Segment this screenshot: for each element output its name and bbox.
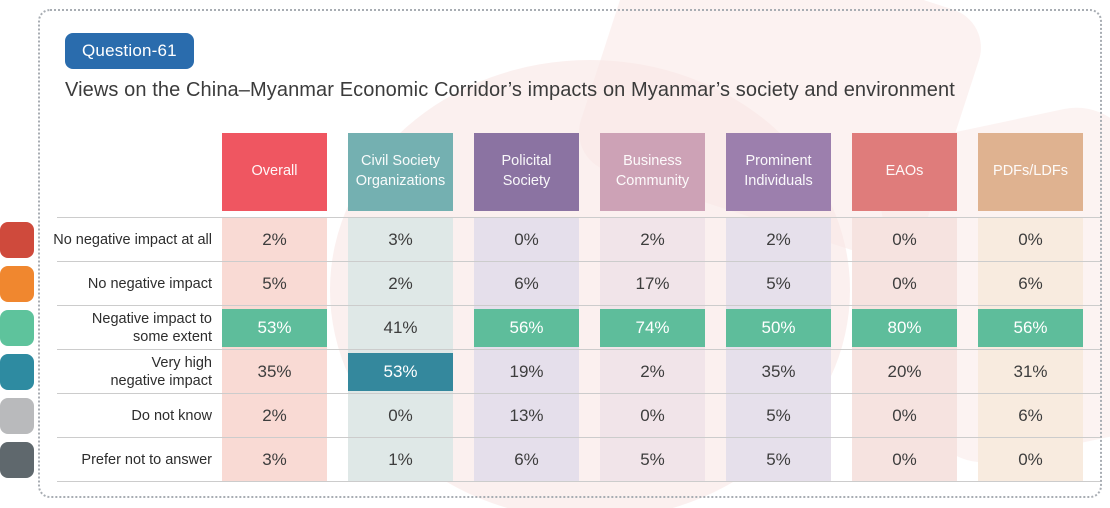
table-cell: 35% <box>257 362 292 381</box>
table-cell: 2% <box>640 362 665 381</box>
cell-highlight: 50% <box>726 309 831 347</box>
legend-chip <box>0 310 34 346</box>
column-header: Policital Society <box>474 133 579 211</box>
table-cell: 5% <box>766 274 791 293</box>
table-cell: 2% <box>766 230 791 249</box>
legend-chip <box>0 266 34 302</box>
column-tint <box>222 218 327 482</box>
table-cell: 13% <box>509 406 544 425</box>
table-cell: 5% <box>262 274 287 293</box>
column-header: PDFs/LDFs <box>978 133 1083 211</box>
table-cell: 53% <box>348 350 453 394</box>
table-cell: 6% <box>1018 274 1043 293</box>
table-cell: 56% <box>474 306 579 350</box>
table-cell: 56% <box>978 306 1083 350</box>
cell-highlight: 74% <box>600 309 705 347</box>
table-cell: 6% <box>1018 406 1043 425</box>
legend-chip <box>0 354 34 390</box>
row-separator-line <box>57 481 1100 482</box>
column-header: EAOs <box>852 133 957 211</box>
table-cell: 0% <box>1018 230 1043 249</box>
table-cell: 0% <box>892 274 917 293</box>
table-cell: 17% <box>635 274 670 293</box>
row-label: No negative impact at all <box>53 231 212 248</box>
table-cell: 2% <box>640 230 665 249</box>
table-cell: 3% <box>388 230 413 249</box>
cell-highlight: 53% <box>348 353 453 391</box>
table-cell: 31% <box>1013 362 1048 381</box>
row-separator-line <box>57 393 1100 394</box>
question-badge: Question-61 <box>65 33 194 69</box>
results-table: Overall Civil Society Organizations Polici… <box>40 133 1100 493</box>
row-label: Do not know <box>131 407 212 424</box>
table-cell: 6% <box>514 450 539 469</box>
table-cell: 5% <box>766 450 791 469</box>
table-cell: 41% <box>383 318 418 337</box>
table-cell: 0% <box>388 406 413 425</box>
row-separator-line <box>57 305 1100 306</box>
table-cell: 50% <box>726 306 831 350</box>
table-cell: 0% <box>892 230 917 249</box>
table-cell: 2% <box>262 406 287 425</box>
table-cell: 2% <box>388 274 413 293</box>
row-label: Prefer not to answer <box>81 451 212 468</box>
cell-highlight: 53% <box>222 309 327 347</box>
page-title: Views on the China–Myanmar Economic Corr… <box>65 79 955 101</box>
table-cell: 0% <box>640 406 665 425</box>
table-cell: 19% <box>509 362 544 381</box>
table-cell: 3% <box>262 450 287 469</box>
table-cell: 80% <box>852 306 957 350</box>
table-cell: 0% <box>1018 450 1043 469</box>
table-cell: 5% <box>766 406 791 425</box>
table-cell: 74% <box>600 306 705 350</box>
row-label: Negative impact to some extent <box>91 310 212 345</box>
cell-highlight: 56% <box>978 309 1083 347</box>
row-label: No negative impact <box>87 275 212 292</box>
table-cell: 6% <box>514 274 539 293</box>
row-separator-line <box>57 437 1100 438</box>
cell-highlight: 56% <box>474 309 579 347</box>
row-separator-line <box>57 349 1100 350</box>
table-cell: 2% <box>262 230 287 249</box>
row-separator-line <box>57 217 1100 218</box>
table-cell: 0% <box>892 406 917 425</box>
column-header: Prominent Individuals <box>726 133 831 211</box>
table-cell: 20% <box>887 362 922 381</box>
table-cell: 5% <box>640 450 665 469</box>
table-cell: 1% <box>388 450 413 469</box>
column-header: Business Community <box>600 133 705 211</box>
table-cell: 53% <box>222 306 327 350</box>
column-header: Civil Society Organizations <box>348 133 453 211</box>
table-cell: 0% <box>514 230 539 249</box>
row-label: Very high negative impact <box>110 354 212 389</box>
cell-highlight: 80% <box>852 309 957 347</box>
row-separator-line <box>57 261 1100 262</box>
legend-chip <box>0 442 34 478</box>
table-cell: 35% <box>761 362 796 381</box>
table-cell: 0% <box>892 450 917 469</box>
legend-chip <box>0 398 34 434</box>
legend-chip <box>0 222 34 258</box>
column-header: Overall <box>222 133 327 211</box>
